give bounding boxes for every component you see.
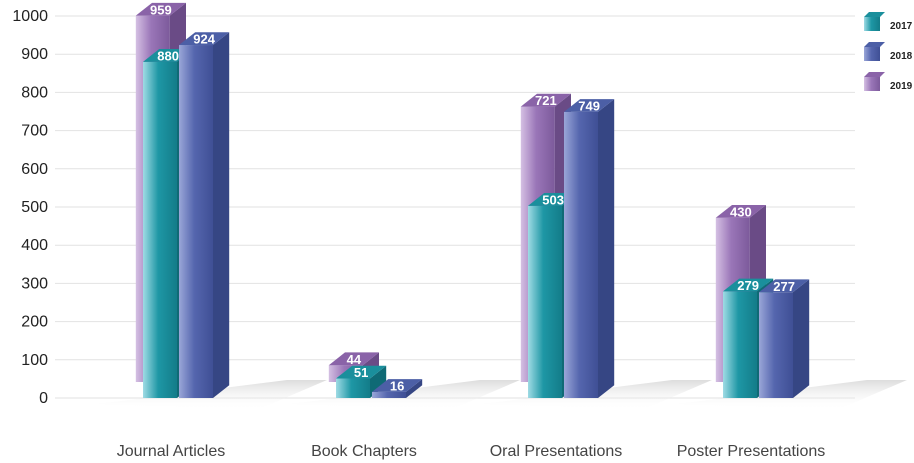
y-tick-label-600: 600 bbox=[21, 161, 48, 178]
value-label-2018-poster-presentations: 277 bbox=[773, 279, 795, 294]
value-label-2018-book-chapters: 16 bbox=[390, 378, 404, 393]
y-tick-label-400: 400 bbox=[21, 237, 48, 254]
bar-2017-book-chapters-side bbox=[370, 365, 387, 398]
y-tick-label-500: 500 bbox=[21, 199, 48, 216]
legend-swatch-top-2018 bbox=[864, 42, 885, 47]
legend-swatch-2018 bbox=[864, 47, 880, 61]
bar-2019-book-chapters-top bbox=[328, 352, 379, 366]
category-label-book-chapters: Book Chapters bbox=[311, 443, 417, 460]
y-tick-label-300: 300 bbox=[21, 275, 48, 292]
bar-2018-oral-presentations-top bbox=[564, 99, 615, 112]
y-tick-label-100: 100 bbox=[21, 352, 48, 369]
value-label-2019-journal-articles: 959 bbox=[150, 2, 172, 17]
y-tick-label-700: 700 bbox=[21, 123, 48, 140]
bar-2017-journal-articles bbox=[143, 61, 177, 399]
category-label-journal-articles: Journal Articles bbox=[117, 443, 226, 460]
bar-2017-poster-presentations bbox=[723, 291, 757, 398]
bar-2017-book-chapters-top bbox=[336, 365, 387, 379]
value-label-2017-book-chapters: 51 bbox=[354, 365, 368, 380]
bar-2018-journal-articles bbox=[179, 45, 213, 398]
value-label-2019-book-chapters: 44 bbox=[347, 352, 362, 367]
bar-2018-poster-presentations-side bbox=[793, 279, 810, 398]
bar-2018-oral-presentations bbox=[564, 111, 598, 398]
legend-label-2017: 2017 bbox=[890, 21, 913, 32]
value-label-2017-journal-articles: 880 bbox=[157, 48, 179, 63]
legend-label-2019: 2019 bbox=[890, 81, 913, 92]
category-label-poster-presentations: Poster Presentations bbox=[677, 443, 826, 460]
bar-2018-oral-presentations-side bbox=[598, 99, 615, 398]
bar-2019-journal-articles-top bbox=[135, 2, 186, 16]
bar-2018-poster-presentations bbox=[759, 292, 793, 398]
bar-2018-book-chapters-top bbox=[372, 379, 423, 392]
bar-2018-poster-presentations-top bbox=[759, 279, 810, 293]
value-label-2019-poster-presentations: 430 bbox=[730, 204, 752, 219]
bar-2019-poster-presentations-top bbox=[715, 204, 766, 218]
y-tick-label-1000: 1000 bbox=[12, 8, 48, 25]
legend-swatch-top-2017 bbox=[864, 12, 885, 17]
bar-2018-book-chapters-side bbox=[406, 379, 423, 398]
bar-2018-journal-articles-top bbox=[179, 32, 230, 46]
value-label-2018-journal-articles: 924 bbox=[193, 32, 215, 47]
y-tick-label-900: 900 bbox=[21, 46, 48, 63]
legend-swatch-2017 bbox=[864, 17, 880, 31]
legend-label-2018: 2018 bbox=[890, 51, 913, 62]
bar-2017-poster-presentations-top bbox=[723, 278, 774, 292]
legend: 2017 2018 2019 bbox=[864, 12, 913, 92]
y-tick-label-200: 200 bbox=[21, 314, 48, 331]
legend-swatch-top-2019 bbox=[864, 72, 885, 77]
value-label-2018-oral-presentations: 749 bbox=[578, 98, 600, 113]
legend-swatch-2019 bbox=[864, 77, 880, 91]
bar-2018-journal-articles-side bbox=[213, 32, 230, 399]
value-label-2017-oral-presentations: 503 bbox=[542, 192, 564, 207]
bar-2017-oral-presentations bbox=[528, 205, 562, 398]
y-tick-label-0: 0 bbox=[39, 390, 48, 407]
value-label-2019-oral-presentations: 721 bbox=[535, 93, 557, 108]
category-label-oral-presentations: Oral Presentations bbox=[490, 443, 623, 460]
value-label-2017-poster-presentations: 279 bbox=[737, 278, 759, 293]
bar-2017-book-chapters bbox=[336, 378, 370, 398]
bar-2019-oral-presentations-top bbox=[520, 93, 571, 107]
bar-2018-book-chapters bbox=[372, 391, 406, 398]
y-tick-label-800: 800 bbox=[21, 84, 48, 101]
